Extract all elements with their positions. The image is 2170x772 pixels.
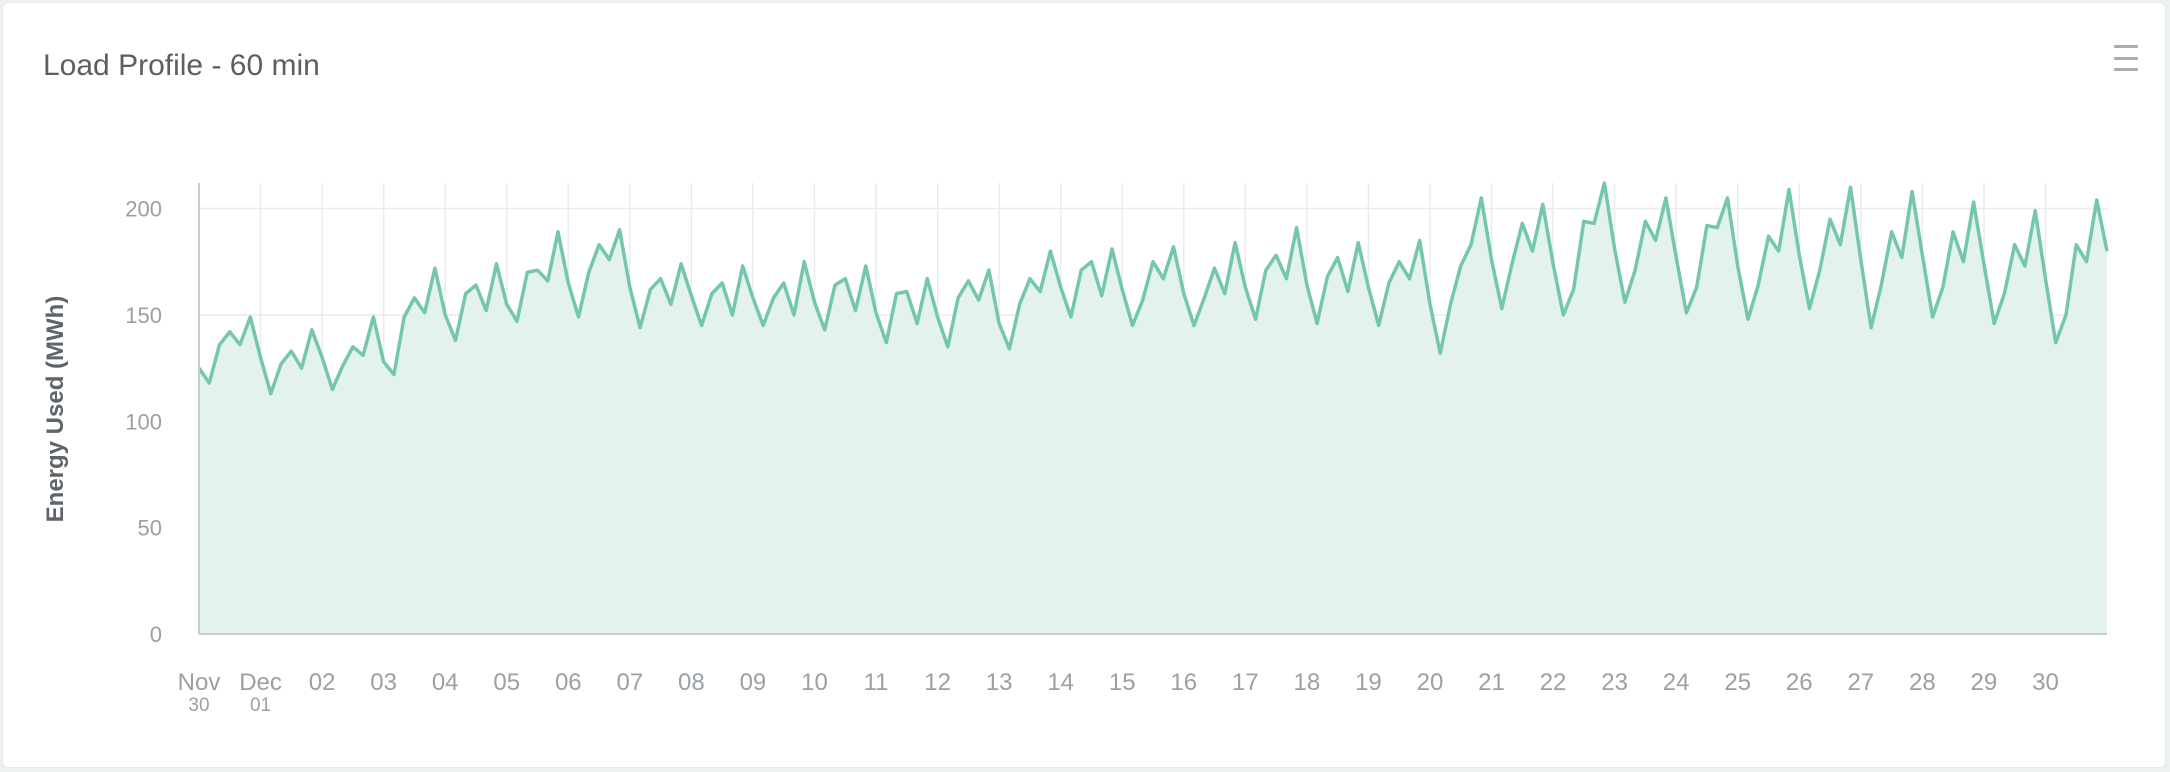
x-tick-label: 22: [1540, 669, 1567, 696]
x-tick-sublabel: 01: [250, 695, 271, 716]
x-tick-label: 08: [678, 669, 705, 696]
x-tick-label: Nov: [178, 669, 221, 696]
chart-title: Load Profile - 60 min: [43, 49, 320, 82]
x-tick-label: 14: [1047, 669, 1074, 696]
x-tick-label: 29: [1971, 669, 1998, 696]
y-tick-label: 0: [150, 622, 162, 647]
menu-bar: [2114, 56, 2138, 60]
y-tick-labels: 0 50 100 150 200: [125, 197, 162, 647]
x-tick-label: 26: [1786, 669, 1813, 696]
x-tick-label: 16: [1170, 669, 1197, 696]
y-tick-label: 100: [125, 409, 162, 434]
x-tick-label: 18: [1294, 669, 1321, 696]
x-tick-label: 07: [616, 669, 643, 696]
x-tick-label: 23: [1601, 669, 1628, 696]
x-tick-label: 19: [1355, 669, 1382, 696]
x-tick-label: 04: [432, 669, 459, 696]
menu-bar: [2114, 68, 2138, 71]
x-tick-label: 06: [555, 669, 582, 696]
x-tick-label: 30: [2032, 669, 2059, 696]
y-tick-label: 150: [125, 303, 162, 328]
series-line: [197, 181, 2109, 396]
x-tick-label: 11: [864, 669, 889, 696]
x-tick-label: 21: [1478, 669, 1505, 696]
x-tick-label: 13: [986, 669, 1013, 696]
x-tick-label: 17: [1232, 669, 1259, 696]
x-tick-label: 28: [1909, 669, 1936, 696]
x-tick-sublabel: 30: [188, 695, 209, 716]
x-tick-label: 15: [1109, 669, 1136, 696]
y-tick-label: 200: [125, 197, 162, 222]
x-tick-label: Dec: [239, 669, 282, 696]
x-tick-label: 10: [801, 669, 828, 696]
axes: [198, 183, 2107, 635]
series-area-fill: [199, 183, 2107, 634]
series-area-group: [197, 181, 2109, 634]
x-tick-label: 05: [493, 669, 520, 696]
y-axis-title: Energy Used (MWh): [42, 296, 69, 523]
x-tick-label: 24: [1663, 669, 1690, 696]
y-tick-label: 50: [138, 516, 162, 541]
x-tick-label: 02: [309, 669, 336, 696]
x-tick-label: 09: [740, 669, 767, 696]
x-tick-label: 25: [1724, 669, 1751, 696]
menu-bar: [2114, 45, 2138, 48]
x-tick-label: 20: [1417, 669, 1444, 696]
hamburger-menu-icon[interactable]: [2109, 41, 2143, 75]
x-tick-label: 03: [370, 669, 397, 696]
x-tick-label: 27: [1847, 669, 1874, 696]
x-tick-label: 12: [924, 669, 951, 696]
